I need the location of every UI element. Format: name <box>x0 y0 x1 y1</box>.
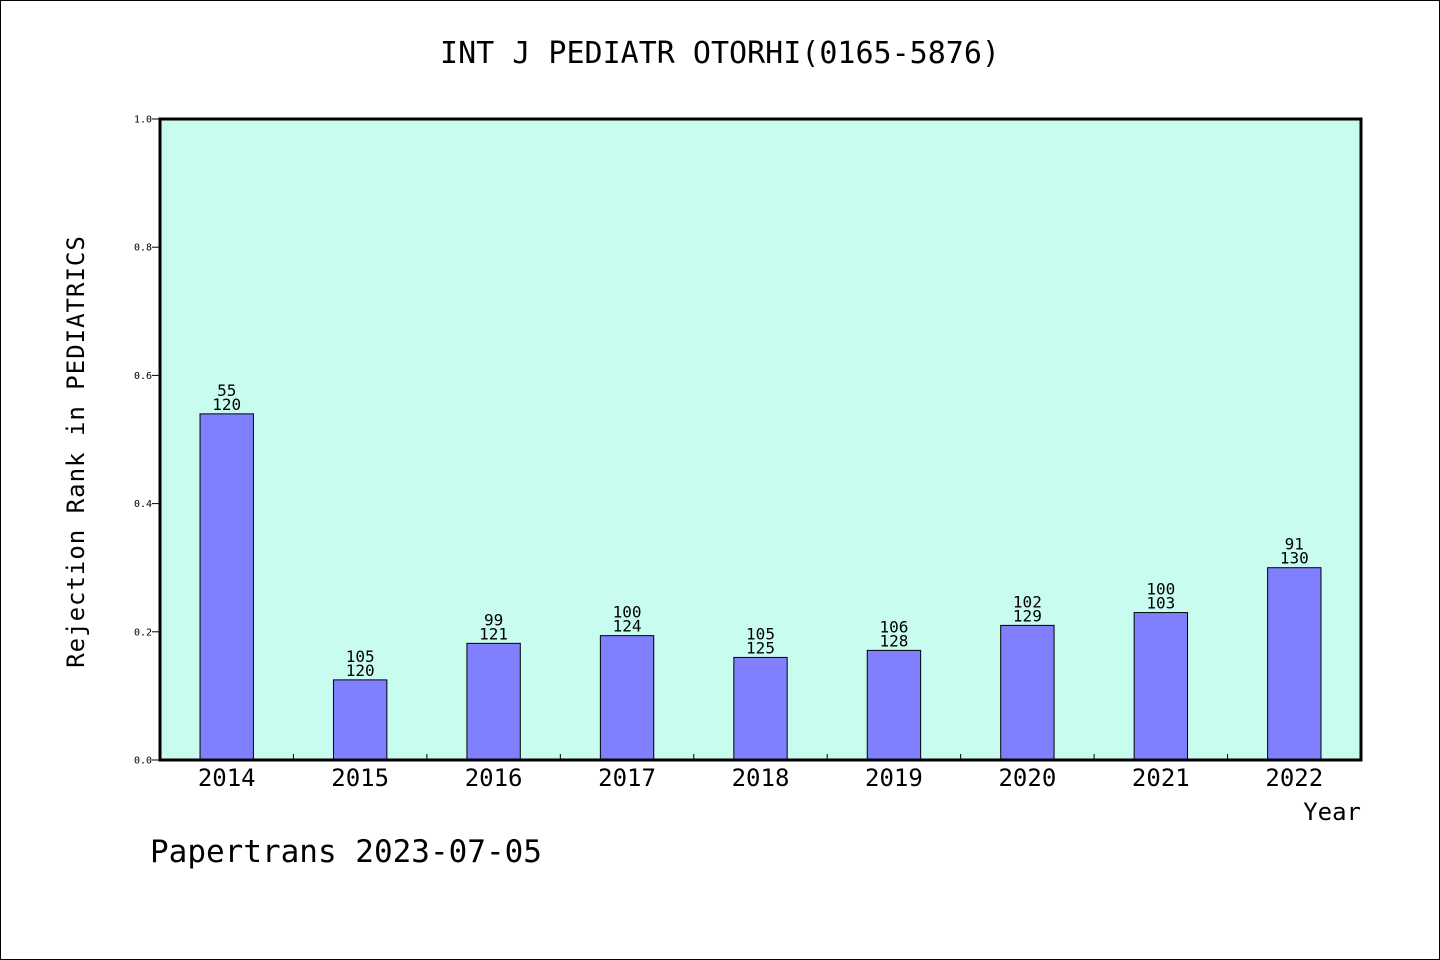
bar-label-top: 105 <box>746 624 775 643</box>
bar-label-top: 105 <box>346 647 375 666</box>
x-tick-label: 2022 <box>1265 764 1323 792</box>
bar <box>332 679 388 761</box>
y-axis: 0.0 0.2 0.4 0.6 0.8 1.0 <box>134 115 160 767</box>
bar-label-bottom: 125 <box>746 638 775 657</box>
x-tick-label: 2021 <box>1132 764 1190 792</box>
y-axis-label: Rejection Rank in PEDIATRICS <box>62 235 90 668</box>
bar-label-top: 99 <box>484 610 503 629</box>
y-tick-label: 0.6 <box>134 371 152 382</box>
x-tick-label: 2014 <box>198 764 256 792</box>
chart-title: INT J PEDIATR OTORHI(0165-5876) <box>440 36 1000 71</box>
footer-note: Papertrans 2023-07-05 <box>150 834 542 870</box>
bar-label-top: 91 <box>1285 535 1304 554</box>
bar-label-bottom: 121 <box>479 624 508 643</box>
bar <box>1267 567 1322 761</box>
x-tick-label: 2018 <box>732 764 790 792</box>
x-tick-label: 2015 <box>331 764 389 792</box>
bar <box>733 656 788 761</box>
bar-label-top: 102 <box>1013 592 1042 611</box>
bar <box>1133 612 1189 761</box>
bar-label-bottom: 103 <box>1146 594 1175 613</box>
bar-label-top: 106 <box>879 617 908 636</box>
y-tick-label: 0.0 <box>134 756 152 767</box>
bar-label-bottom: 124 <box>613 617 642 636</box>
x-tick-label: 2020 <box>998 764 1056 792</box>
y-tick-label: 0.8 <box>134 243 152 254</box>
bar-label-top: 100 <box>1146 580 1175 599</box>
x-axis-label: Year <box>1303 798 1361 826</box>
y-tick-label: 1.0 <box>134 115 152 126</box>
bar-label-bottom: 120 <box>346 661 375 680</box>
bar-label-top: 55 <box>217 381 236 400</box>
x-tick-label: 2019 <box>865 764 923 792</box>
plot-border <box>158 117 1363 762</box>
bar-label-bottom: 128 <box>879 631 908 650</box>
bar <box>1000 624 1055 761</box>
x-tick-label: 2017 <box>598 764 656 792</box>
bar-label-bottom: 129 <box>1013 606 1042 625</box>
bar-label-bottom: 130 <box>1280 549 1309 568</box>
bar <box>866 649 922 761</box>
x-tick-label: 2016 <box>465 764 523 792</box>
bar <box>199 413 254 761</box>
y-tick-label: 0.4 <box>134 499 152 510</box>
y-tick-label: 0.2 <box>134 627 152 638</box>
bar <box>466 642 521 761</box>
bar <box>599 635 655 761</box>
bar-label-top: 100 <box>613 603 642 622</box>
x-axis: 2014 2015 2016 2017 2018 2019 2020 2021 2022 <box>198 754 1323 792</box>
bar-label-bottom: 120 <box>212 395 241 414</box>
